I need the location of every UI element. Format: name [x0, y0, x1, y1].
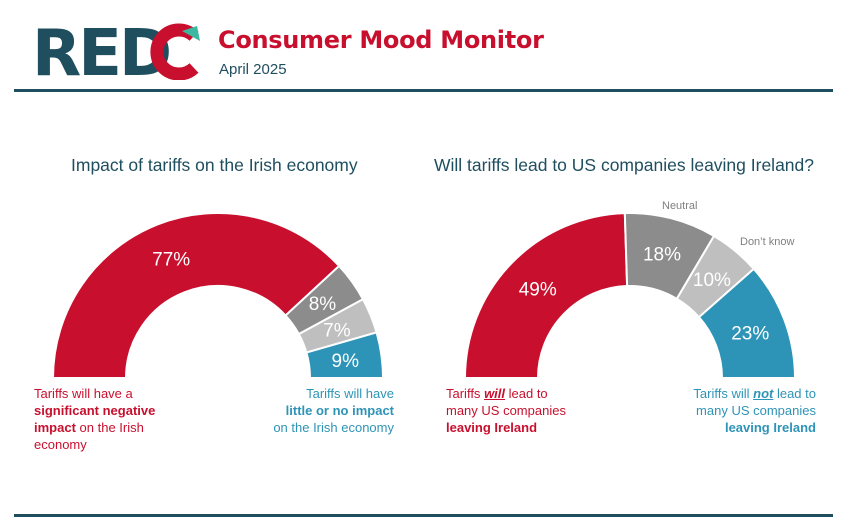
- category-label-neutral: Neutral: [662, 200, 698, 212]
- chart-2-slice-1-label: 49%: [519, 280, 557, 301]
- chart-1-slice-2-label: 8%: [309, 294, 337, 315]
- chart-1-slice-3-label: 7%: [323, 320, 351, 341]
- svg-text:RED: RED: [32, 22, 169, 80]
- chart-2-slice-4-label: 23%: [731, 324, 769, 345]
- category-label-dont-know: Don’t know: [740, 236, 795, 248]
- chart-2-slice-1: [463, 212, 629, 379]
- footer-divider: [14, 514, 833, 517]
- header-divider: [14, 89, 833, 92]
- chart-1-slice-1: [51, 212, 341, 379]
- page-subtitle: April 2025: [219, 61, 287, 78]
- chart-1-note-negative: Tariffs will have a significant negative…: [34, 386, 156, 452]
- redc-logo: RED: [32, 22, 200, 80]
- chart-2-slice-2-label: 18%: [643, 245, 681, 266]
- chart-2-title: Will tariffs lead to US companies leavin…: [434, 155, 815, 175]
- chart-1-slice-4: [305, 331, 385, 379]
- chart-2-note-will-not-leave: Tariffs will not lead to many US compani…: [693, 386, 816, 435]
- chart-2-slice-3-label: 10%: [693, 270, 731, 291]
- chart-1-slice-4-label: 9%: [332, 351, 360, 372]
- page-title: Consumer Mood Monitor: [218, 26, 544, 54]
- chart-2-note-will-leave: Tariffs will lead to many US companies l…: [446, 386, 566, 435]
- chart-2-slice-4: [697, 267, 797, 379]
- chart-1-title: Impact of tariffs on the Irish economy: [71, 155, 358, 175]
- chart-1-note-no-impact: Tariffs will have little or no impact on…: [273, 386, 394, 435]
- chart-1-slice-1-label: 77%: [152, 249, 190, 270]
